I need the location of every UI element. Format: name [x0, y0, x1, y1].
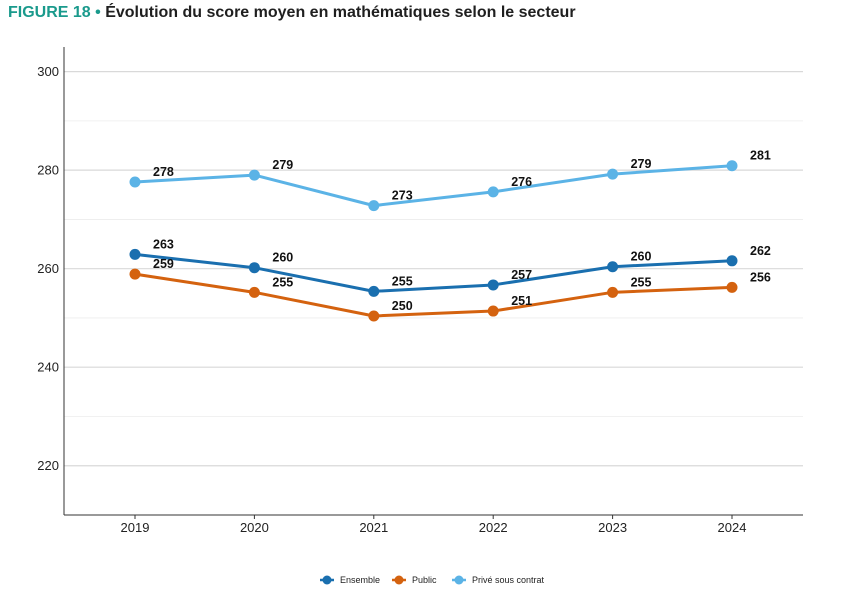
data-label: 255	[631, 275, 652, 289]
data-label: 255	[272, 275, 293, 289]
data-label: 259	[153, 257, 174, 271]
figure-title: FIGURE 18 • Évolution du score moyen en …	[8, 4, 576, 22]
legend-label: Ensemble	[340, 575, 380, 585]
data-label: 257	[511, 268, 532, 282]
legend-marker	[394, 575, 404, 585]
data-point	[129, 176, 141, 188]
y-tick-label: 240	[37, 360, 59, 375]
data-point	[726, 281, 738, 293]
legend-label: Privé sous contrat	[472, 575, 545, 585]
data-point	[487, 186, 499, 198]
x-tick-label: 2022	[479, 520, 508, 535]
data-point	[487, 279, 499, 291]
data-label: 281	[750, 149, 771, 163]
y-tick-label: 280	[37, 163, 59, 178]
y-tick-label: 220	[37, 458, 59, 473]
legend-label: Public	[412, 575, 437, 585]
x-tick-label: 2020	[240, 520, 269, 535]
data-label: 256	[750, 270, 771, 284]
y-tick-label: 260	[37, 261, 59, 276]
series-line	[133, 164, 734, 208]
data-point	[129, 248, 141, 260]
x-tick-label: 2024	[718, 520, 747, 535]
data-label: 279	[631, 157, 652, 171]
figure-title-text: Évolution du score moyen en mathématique…	[105, 4, 576, 21]
figure-number: FIGURE 18 •	[8, 4, 101, 21]
data-point	[607, 168, 619, 180]
x-tick-label: 2023	[598, 520, 627, 535]
legend-marker	[454, 575, 464, 585]
data-label: 260	[272, 251, 293, 265]
y-tick-label: 300	[37, 64, 59, 79]
series-line	[133, 252, 734, 293]
data-point	[248, 286, 260, 298]
data-point	[368, 285, 380, 297]
data-label: 276	[511, 175, 532, 189]
data-point	[248, 169, 260, 181]
legend-marker	[322, 575, 332, 585]
data-point	[726, 255, 738, 267]
data-label: 279	[272, 158, 293, 172]
x-tick-label: 2021	[359, 520, 388, 535]
data-label: 278	[153, 165, 174, 179]
data-label: 250	[392, 299, 413, 313]
data-label: 260	[631, 250, 652, 264]
data-point	[607, 286, 619, 298]
data-point	[726, 160, 738, 172]
data-point	[368, 200, 380, 212]
x-tick-label: 2019	[121, 520, 150, 535]
data-point	[607, 261, 619, 273]
data-label: 273	[392, 189, 413, 203]
data-label: 251	[511, 294, 532, 308]
data-point	[368, 310, 380, 322]
data-point	[487, 305, 499, 317]
series-line	[133, 272, 734, 318]
data-point	[129, 268, 141, 280]
data-label: 262	[750, 244, 771, 258]
data-point	[248, 262, 260, 274]
data-label: 263	[153, 237, 174, 251]
data-label: 255	[392, 274, 413, 288]
